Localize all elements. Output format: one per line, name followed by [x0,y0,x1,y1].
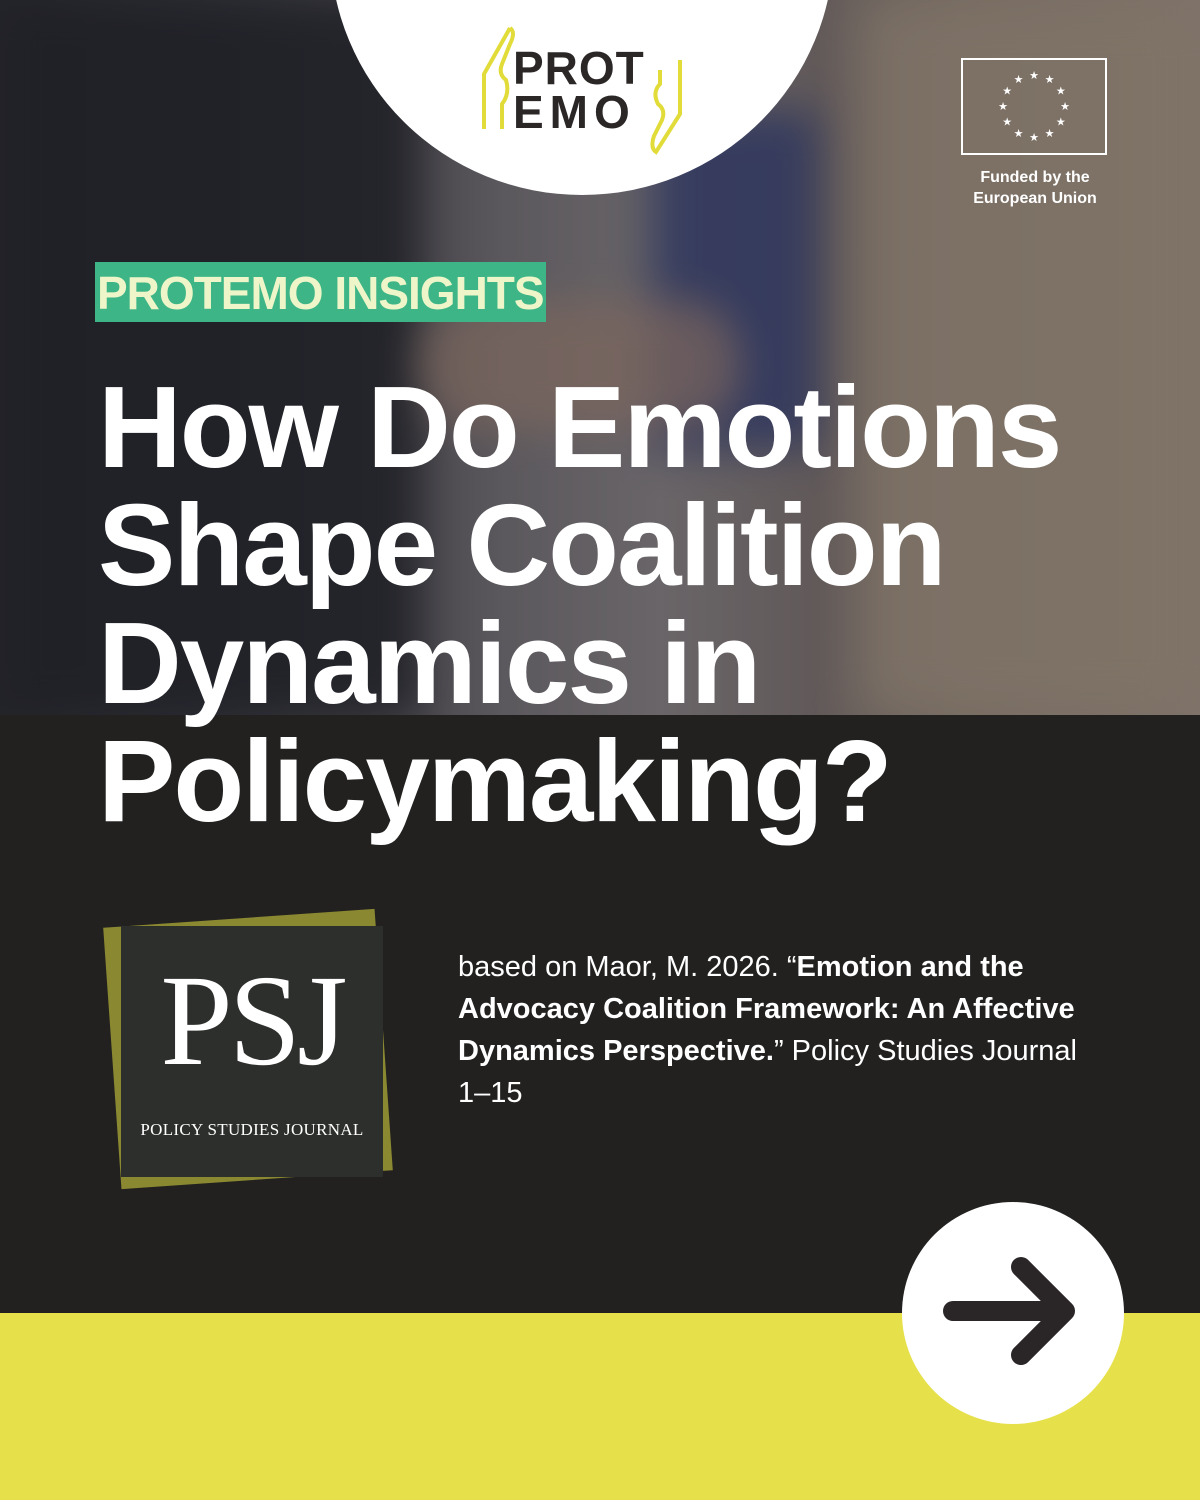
eu-star-icon: ★ [1014,74,1024,86]
protemo-logo-text: PROT EMO [513,42,645,138]
title-line: How Do Emotions [98,362,1062,492]
eu-star-icon: ★ [998,101,1008,113]
title-line: Policymaking? [98,716,893,846]
eu-star-icon: ★ [1029,70,1039,82]
eu-star-icon: ★ [1045,128,1055,140]
eu-star-icon: ★ [1060,101,1070,113]
citation: based on Maor, M. 2026. “Emotion and the… [458,951,1077,1109]
eu-star-icon: ★ [1002,117,1012,129]
next-button[interactable] [902,1202,1124,1424]
eu-star-icon: ★ [1056,86,1066,98]
category-badge: PROTEMO INSIGHTS [95,262,546,322]
arrow-right-icon [943,1257,1075,1365]
eu-flag-icon: ★ ★ ★ ★ ★ ★ ★ ★ ★ ★ ★ ★ [961,58,1107,155]
title-line: Shape Coalition [98,480,947,610]
eu-star-icon: ★ [1014,128,1024,140]
eu-star-icon: ★ [1056,117,1066,129]
journal-abbrev: PSJ [160,949,347,1093]
eu-star-icon: ★ [1029,132,1039,144]
citation-title: Emotion and the Advocacy Coalition Frame… [458,951,1075,1067]
funding-label: Funded by the European Union [973,169,1097,207]
eu-star-icon: ★ [1002,86,1012,98]
protemo-hands-logo-icon [482,26,682,155]
title-line: Dynamics in [98,598,761,728]
eu-star-icon: ★ [1045,74,1055,86]
journal-name: POLICY STUDIES JOURNAL [140,1120,364,1139]
journal-cover: PSJ POLICY STUDIES JOURNAL [121,926,383,1177]
page-title: How Do Emotions Shape Coalition Dynamics… [98,362,1062,846]
